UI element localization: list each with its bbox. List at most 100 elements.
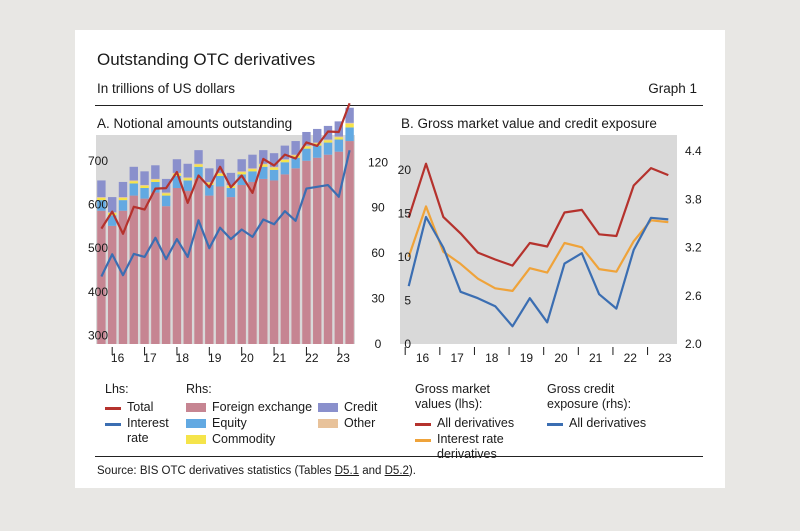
bar-other [345, 122, 354, 124]
bar-equity [151, 181, 160, 193]
credit-swatch [318, 403, 338, 412]
bar-foreign-exchange [313, 157, 322, 344]
tick-b-year: 20 [554, 351, 568, 365]
interest-rate-swatch [105, 423, 121, 426]
bar-equity [140, 188, 149, 199]
legend-gmv-irs-label: Interest rate derivatives [437, 432, 504, 461]
bar-foreign-exchange [302, 160, 311, 344]
bar-other [129, 180, 138, 182]
bar-credit [151, 165, 160, 179]
bar-credit [183, 163, 192, 178]
gmv-irs-swatch [415, 439, 431, 442]
bar-foreign-exchange [345, 141, 354, 344]
legend-gmv-header: Gross market values (lhs): [415, 382, 491, 411]
bar-commodity [140, 185, 149, 189]
bar-equity [259, 166, 268, 179]
bar-credit [205, 168, 214, 182]
bar-commodity [97, 197, 106, 201]
bar-other [269, 166, 279, 168]
bar-commodity [205, 182, 214, 185]
tick-a-year: 22 [305, 351, 319, 365]
tick-b-year: 21 [589, 351, 603, 365]
panel-a-title: A. Notional amounts outstanding [97, 116, 293, 131]
tick-b-rhs: 2.0 [685, 337, 702, 351]
legend-lhs-header: Lhs: [105, 382, 129, 396]
tick-a-year: 23 [337, 351, 351, 365]
legend-total-label: Total [127, 400, 154, 414]
tick-a-lhs: 400 [88, 285, 108, 299]
bar-equity [129, 183, 138, 196]
bar-other [280, 159, 290, 160]
legend-interest-rate: Interest rate [105, 416, 169, 446]
tick-b-year: 23 [658, 351, 672, 365]
bar-foreign-exchange [161, 206, 171, 344]
bar-credit [259, 150, 268, 164]
bar-equity [269, 169, 279, 181]
legend-fx: Foreign exchange [186, 400, 312, 415]
bar-commodity [183, 178, 192, 181]
bar-credit [97, 180, 106, 198]
legend-gmv-irs: Interest rate derivatives [415, 432, 529, 462]
bar-credit [172, 159, 182, 173]
bar-foreign-exchange [280, 174, 290, 344]
bar-other [237, 171, 246, 173]
bar-equity [215, 175, 225, 187]
bar-credit [107, 197, 117, 213]
gmv-all-swatch [415, 423, 431, 426]
bar-credit [140, 171, 149, 185]
bar-credit [226, 172, 236, 185]
source-table-d52-link[interactable]: D5.2 [384, 465, 409, 477]
total-swatch [105, 407, 121, 410]
tick-a-year: 18 [176, 351, 190, 365]
commodity-swatch [186, 435, 206, 444]
legend-equity-label: Equity [212, 416, 247, 430]
bar-equity [345, 127, 354, 142]
bar-credit [280, 145, 290, 160]
bar-equity [334, 139, 344, 152]
line-interest-rate [100, 149, 351, 277]
tick-b-year: 22 [624, 351, 638, 365]
bar-foreign-exchange [215, 186, 225, 344]
bar-equity [118, 200, 128, 211]
bar-foreign-exchange [259, 178, 268, 344]
legend-gce-header: Gross credit exposure (rhs): [547, 382, 632, 411]
bar-commodity [161, 193, 171, 196]
bar-foreign-exchange [205, 195, 214, 344]
bar-equity [323, 142, 333, 155]
bar-commodity [237, 172, 246, 175]
bottom-rule [95, 456, 703, 457]
bar-foreign-exchange [334, 151, 344, 344]
bar-commodity [107, 212, 117, 216]
bar-foreign-exchange [97, 210, 106, 344]
legend-gce-all-label: All derivatives [569, 416, 647, 430]
source-table-d51-link[interactable]: D5.1 [334, 465, 360, 477]
other-swatch [318, 419, 338, 428]
bar-equity [172, 175, 182, 189]
bar-foreign-exchange [291, 168, 300, 344]
tick-b-rhs: 3.2 [685, 241, 702, 255]
bar-credit [129, 166, 138, 181]
bar-equity [226, 188, 236, 198]
bar-equity [97, 200, 106, 211]
bar-foreign-exchange [269, 180, 279, 344]
bar-equity [107, 215, 117, 226]
bar-credit [313, 128, 322, 143]
legend-commodity: Commodity [186, 432, 275, 447]
bar-other [140, 184, 149, 186]
bar-foreign-exchange [107, 225, 117, 344]
tick-a-lhs: 500 [88, 241, 108, 255]
bar-equity [183, 180, 192, 192]
bar-other [334, 136, 344, 138]
bar-commodity [118, 197, 128, 201]
bar-commodity [334, 137, 344, 140]
legend-credit-label: Credit [344, 400, 378, 414]
tick-b-year: 17 [450, 351, 464, 365]
legend-rhs-header: Rhs: [186, 382, 212, 396]
legend-gmv-all-label: All derivatives [437, 416, 515, 430]
source-suffix: ). [408, 465, 416, 477]
tick-a-year: 17 [143, 351, 157, 365]
bar-foreign-exchange [129, 195, 138, 344]
tick-b-lhs: 10 [398, 250, 412, 264]
tick-a-year: 16 [111, 351, 125, 365]
bar-commodity [269, 167, 279, 170]
